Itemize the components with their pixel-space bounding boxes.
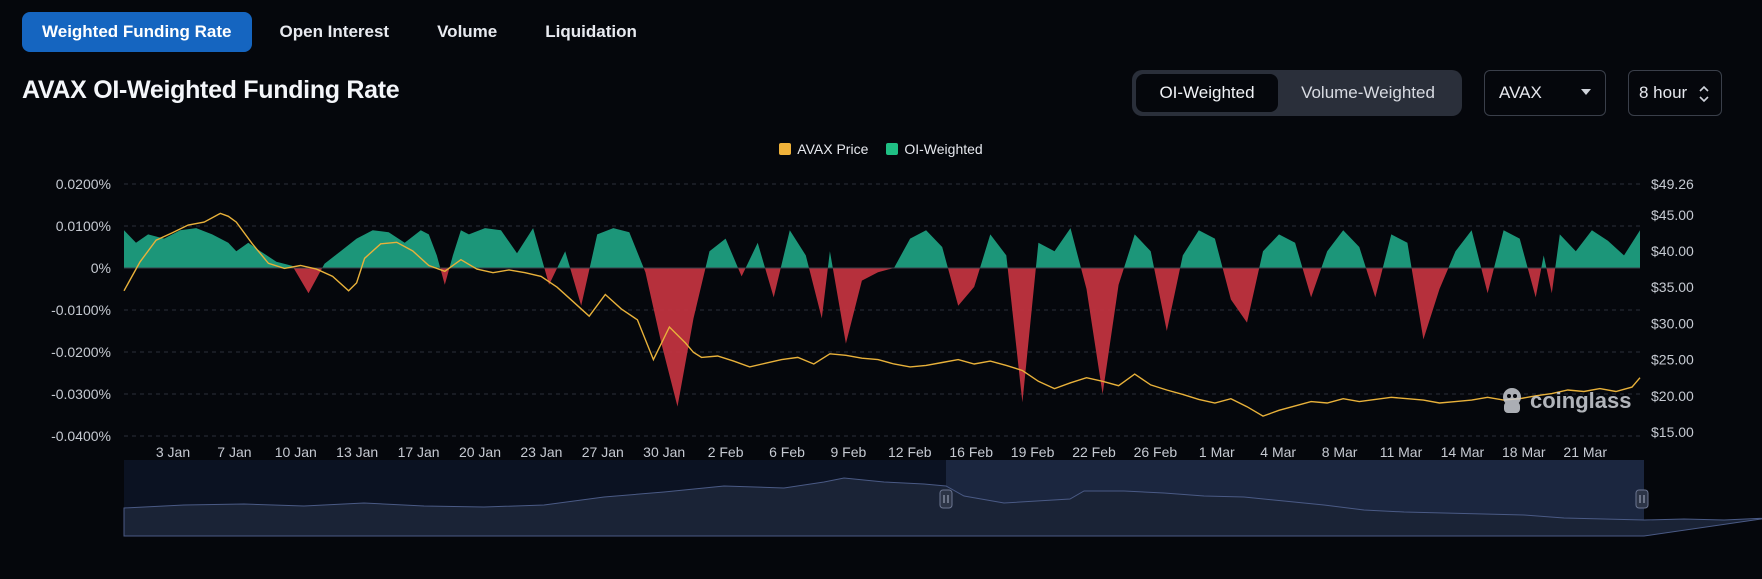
x-tick-label: 4 Mar: [1260, 444, 1296, 460]
x-tick-label: 17 Jan: [398, 444, 440, 460]
x-tick-label: 23 Jan: [520, 444, 562, 460]
price-line: [123, 212, 1641, 417]
y-left-tick-label: -0.0300%: [51, 386, 111, 402]
y-left-tick-label: -0.0200%: [51, 344, 111, 360]
x-tick-label: 9 Feb: [830, 444, 866, 460]
tab-volume[interactable]: Volume: [437, 22, 498, 41]
navigator-series: [123, 477, 1762, 537]
x-tick-label: 22 Feb: [1072, 444, 1116, 460]
x-tick-label: 12 Feb: [888, 444, 932, 460]
weighting-toggle: OI-Weighted Volume-Weighted: [1132, 70, 1462, 116]
x-tick-label: 7 Jan: [217, 444, 251, 460]
y-right-tick-label: $15.00: [1651, 424, 1694, 440]
x-tick-label: 14 Mar: [1441, 444, 1485, 460]
tab-bar: Weighted Funding Rate Open Interest Volu…: [22, 12, 657, 52]
coin-select[interactable]: AVAX: [1484, 70, 1606, 116]
x-tick-label: 1 Mar: [1199, 444, 1235, 460]
x-tick-label: 6 Feb: [769, 444, 805, 460]
interval-select-value: 8 hour: [1639, 83, 1688, 102]
page-title: AVAX OI-Weighted Funding Rate: [22, 76, 400, 104]
chevron-down-icon: [1581, 89, 1591, 95]
y-right-tick-label: $20.00: [1651, 388, 1694, 404]
tab-liquidation[interactable]: Liquidation: [545, 22, 637, 41]
handle-grip: [1635, 489, 1649, 509]
legend-swatch-price: [779, 143, 792, 155]
legend-item-price[interactable]: AVAX Price: [779, 141, 868, 157]
watermark-text: coinglass: [1530, 388, 1632, 413]
x-tick-label: 2 Feb: [708, 444, 744, 460]
x-tick-label: 20 Jan: [459, 444, 501, 460]
x-tick-label: 26 Feb: [1134, 444, 1178, 460]
y-right-tick-label: $45.00: [1651, 207, 1694, 223]
x-tick-label: 18 Mar: [1502, 444, 1546, 460]
y-left-tick-label: -0.0400%: [51, 428, 111, 444]
navigator-right-handle[interactable]: [1635, 489, 1649, 509]
chart-legend: AVAX Price OI-Weighted: [0, 141, 1762, 157]
legend-swatch-oi-weighted: [886, 143, 899, 155]
tab-open-interest[interactable]: Open Interest: [279, 22, 390, 41]
legend-label-price: AVAX Price: [797, 141, 869, 157]
handle-grip: [939, 489, 953, 509]
funding-positive-area: [124, 228, 1640, 268]
x-tick-label: 3 Jan: [156, 444, 190, 460]
interval-select[interactable]: 8 hour: [1628, 70, 1722, 116]
x-tick-label: 11 Mar: [1380, 444, 1423, 460]
y-right-tick-label: $35.00: [1651, 279, 1694, 295]
y-left-tick-label: 0.0200%: [56, 176, 111, 192]
x-tick-label: 13 Jan: [336, 444, 378, 460]
y-right-tick-label: $49.26: [1651, 176, 1694, 192]
x-tick-label: 30 Jan: [643, 444, 685, 460]
legend-item-oi-weighted[interactable]: OI-Weighted: [886, 141, 983, 157]
navigator-left-handle[interactable]: [939, 489, 953, 509]
tab-weighted-funding-rate[interactable]: Weighted Funding Rate: [22, 12, 252, 52]
y-right-tick-label: $30.00: [1651, 315, 1694, 331]
navigator-track: [124, 460, 1644, 536]
coinglass-logo-icon: [1503, 388, 1521, 413]
x-tick-label: 8 Mar: [1322, 444, 1358, 460]
navigator-selection[interactable]: [946, 460, 1644, 536]
coinglass-watermark: coinglass: [1498, 386, 1631, 416]
x-tick-label: 10 Jan: [275, 444, 317, 460]
legend-label-oi-weighted: OI-Weighted: [904, 141, 983, 157]
y-left-tick-label: -0.0100%: [51, 302, 111, 318]
y-right-tick-label: $25.00: [1651, 352, 1694, 368]
y-left-tick-label: 0%: [91, 260, 111, 276]
x-tick-label: 16 Feb: [949, 444, 993, 460]
x-tick-label: 21 Mar: [1563, 444, 1607, 460]
y-right-tick-label: $40.00: [1651, 243, 1694, 259]
y-left-tick-label: 0.0100%: [56, 218, 111, 234]
x-tick-label: 27 Jan: [582, 444, 624, 460]
x-tick-label: 19 Feb: [1011, 444, 1055, 460]
updown-chevron-icon: [1699, 85, 1709, 103]
coin-select-value: AVAX: [1499, 83, 1542, 102]
funding-negative-area: [124, 268, 1640, 407]
oi-weighted-button[interactable]: OI-Weighted: [1136, 74, 1278, 112]
volume-weighted-button[interactable]: Volume-Weighted: [1301, 83, 1435, 102]
